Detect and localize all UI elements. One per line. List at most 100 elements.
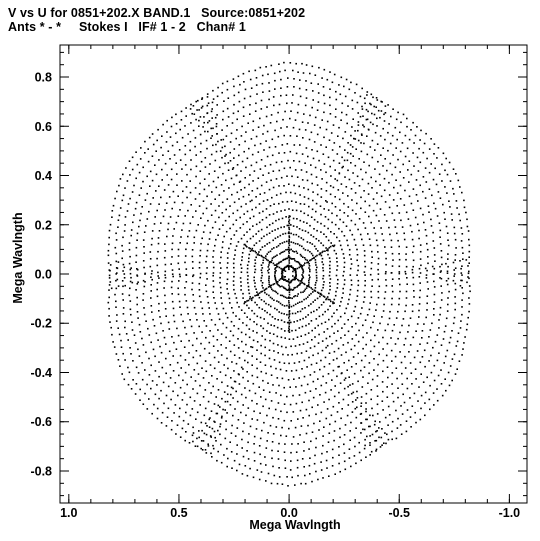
uv-point <box>160 196 162 199</box>
uv-point <box>274 277 277 279</box>
uv-point <box>270 286 272 289</box>
uv-point <box>228 215 230 218</box>
uv-point <box>321 261 323 263</box>
uv-point <box>161 366 164 369</box>
uv-point <box>423 142 426 145</box>
uv-point <box>310 82 313 84</box>
uv-point <box>419 207 422 210</box>
uv-point <box>393 186 395 189</box>
uv-point <box>220 251 222 253</box>
uv-point <box>347 206 350 208</box>
uv-point <box>305 408 308 411</box>
uv-point <box>341 408 343 410</box>
uv-point <box>196 392 199 395</box>
uv-point <box>256 315 259 318</box>
uv-point <box>335 290 337 293</box>
uv-point <box>296 285 299 287</box>
uv-point <box>151 179 154 182</box>
uv-point <box>286 257 288 260</box>
uv-point <box>161 179 163 181</box>
uv-point <box>276 283 279 285</box>
uv-point <box>366 94 368 96</box>
uv-point <box>268 98 270 101</box>
uv-point <box>324 216 327 218</box>
uv-point <box>317 83 319 85</box>
uv-point <box>235 390 237 393</box>
uv-point <box>433 143 436 145</box>
uv-point <box>396 232 398 235</box>
uv-point <box>288 236 291 239</box>
uv-point <box>237 327 240 330</box>
uv-point <box>156 257 158 260</box>
uv-point <box>314 166 317 169</box>
uv-point <box>358 329 360 332</box>
uv-point <box>120 339 122 342</box>
uv-point <box>336 269 338 271</box>
uv-point <box>272 213 275 215</box>
uv-point <box>298 128 301 131</box>
uv-point <box>320 322 323 325</box>
uv-point <box>169 364 172 366</box>
uv-point <box>405 258 407 261</box>
uv-point <box>275 291 278 294</box>
uv-point <box>411 383 413 385</box>
uv-point <box>287 354 289 356</box>
uv-point <box>434 260 436 262</box>
uv-point <box>346 159 349 162</box>
uv-point <box>436 399 439 402</box>
uv-point <box>302 247 305 250</box>
uv-point <box>433 153 435 155</box>
uv-point <box>240 331 243 334</box>
uv-point <box>302 269 304 271</box>
uv-point <box>274 270 276 273</box>
uv-point <box>288 232 290 235</box>
uv-point <box>177 255 180 257</box>
uv-point <box>278 311 280 313</box>
uv-point <box>386 386 388 388</box>
uv-point <box>442 203 444 206</box>
uv-point <box>397 310 399 313</box>
uv-point <box>263 256 265 259</box>
uv-point <box>374 168 376 170</box>
uv-point <box>198 205 201 207</box>
uv-point <box>233 258 235 260</box>
uv-point <box>271 154 274 157</box>
uv-point <box>215 238 217 241</box>
uv-point <box>235 315 237 317</box>
uv-point <box>329 71 331 73</box>
uv-point <box>222 408 224 411</box>
uv-point <box>426 342 429 344</box>
uv-point <box>230 386 233 389</box>
uv-point <box>377 268 379 271</box>
uv-point <box>212 256 214 258</box>
uv-point <box>411 238 414 241</box>
uv-point <box>226 80 229 83</box>
uv-point <box>319 293 322 296</box>
uv-point <box>290 451 292 454</box>
uv-point <box>271 457 273 460</box>
uv-point <box>268 188 271 191</box>
uv-point <box>247 289 250 291</box>
uv-point <box>328 264 331 267</box>
uv-point <box>255 288 257 290</box>
uv-point <box>279 70 281 73</box>
uv-point <box>340 354 343 356</box>
uv-point <box>288 293 291 296</box>
uv-point <box>329 104 331 107</box>
uv-point <box>334 196 336 198</box>
uv-point <box>466 225 469 228</box>
uv-point <box>175 123 178 125</box>
uv-point <box>384 246 386 248</box>
uv-point <box>456 340 459 343</box>
uv-point <box>334 420 337 423</box>
uv-point <box>421 337 423 339</box>
uv-point <box>116 278 119 281</box>
uv-point <box>443 211 445 214</box>
uv-point <box>320 254 323 257</box>
uv-point <box>291 312 294 315</box>
uv-point <box>206 425 208 427</box>
uv-point <box>221 156 223 159</box>
uv-point <box>231 424 233 427</box>
uv-point <box>322 444 324 447</box>
uv-point <box>419 244 422 246</box>
